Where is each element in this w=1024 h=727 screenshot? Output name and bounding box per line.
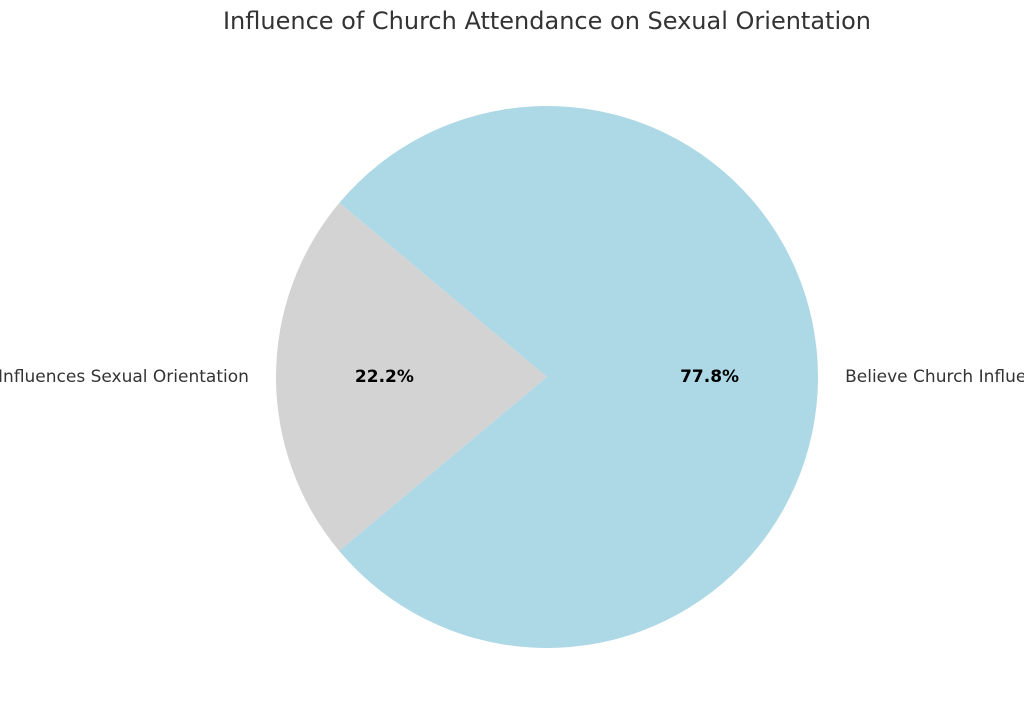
pie-slices: [275, 105, 818, 648]
pie-category-label-1: Believe Church Influences Sexual Orienta…: [845, 367, 1024, 387]
pie-labels: 22.2% Do Not Believe Church Influences Se…: [0, 367, 1024, 387]
pie-slice-1: [339, 105, 818, 648]
pie-percent-label-1: 77.8%: [680, 367, 739, 387]
pie-category-label-0: Do Not Believe Church Influences Sexual …: [0, 367, 249, 387]
pie-slice-0: [275, 202, 547, 551]
pie-percent-label-0: 22.2%: [355, 367, 414, 387]
chart-title: Influence of Church Attendance on Sexual…: [223, 7, 871, 35]
